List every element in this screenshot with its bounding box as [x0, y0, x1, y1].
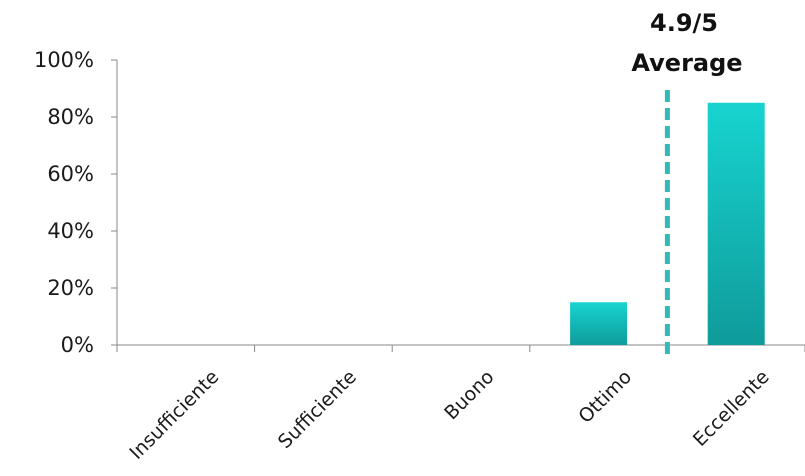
bar-eccellente [707, 102, 765, 345]
y-tick-label: 20% [47, 276, 94, 300]
x-category-label: Sufficiente [274, 366, 361, 453]
y-axis: 0% 20% 40% 60% 80% 100% [34, 48, 118, 357]
x-category-label: Eccellente [689, 366, 774, 451]
y-tick-label: 80% [47, 105, 94, 129]
bar-ottimo [570, 302, 628, 345]
average-marker: 4.9/5 Average [631, 9, 743, 355]
x-category-label: Insufficiente [125, 366, 223, 464]
bars [570, 102, 765, 345]
average-caption-label: Average [631, 49, 742, 77]
x-axis: Insufficiente Sufficiente Buono Ottimo Eccel… [116, 344, 805, 464]
y-tick-label: 40% [47, 219, 94, 243]
y-tick-label: 100% [34, 48, 94, 72]
average-value-label: 4.9/5 [650, 9, 718, 37]
x-category-label: Ottimo [574, 366, 636, 428]
x-category-label: Buono [440, 366, 498, 424]
y-tick-label: 0% [61, 333, 94, 357]
y-tick-label: 60% [47, 162, 94, 186]
